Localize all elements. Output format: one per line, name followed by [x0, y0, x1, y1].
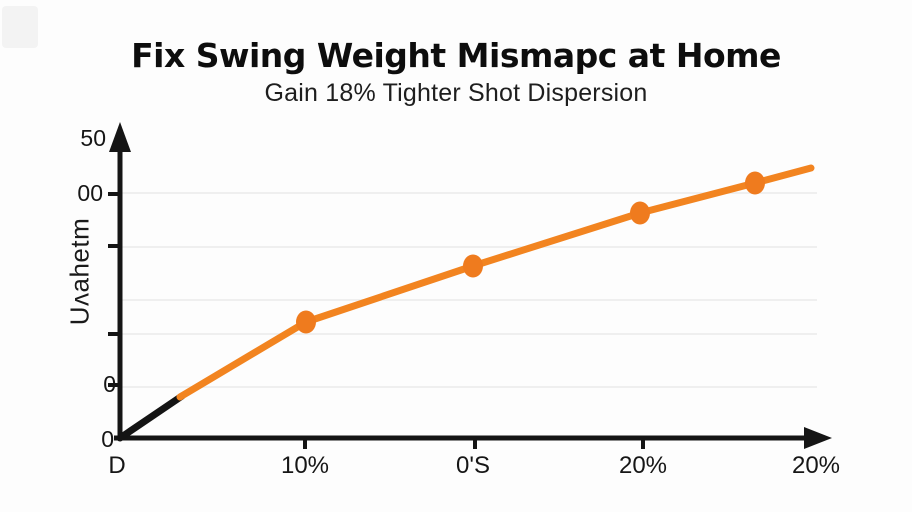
- y-tick-label-origin: 0: [101, 426, 114, 452]
- y-tick-label-2: 00: [77, 180, 103, 206]
- chart-title: Fix Swing Weight Mismapc at Home: [131, 36, 781, 75]
- x-tick-label-2: 0'S: [456, 452, 490, 479]
- y-axis-title: Uʌahetm: [64, 217, 95, 326]
- y-tick-label-3: 0: [103, 371, 116, 397]
- corner-artifact: [2, 6, 38, 48]
- x-tick-label-1: 10%: [280, 452, 330, 479]
- chart-subtitle: Gain 18% Tighter Shot Dispersion: [264, 79, 648, 107]
- x-tick-label-4: 20%: [791, 452, 841, 479]
- x-tick-label-3: 20%: [618, 452, 668, 479]
- y-tick-label-top: 50: [80, 125, 106, 151]
- x-origin-label: D: [108, 452, 126, 479]
